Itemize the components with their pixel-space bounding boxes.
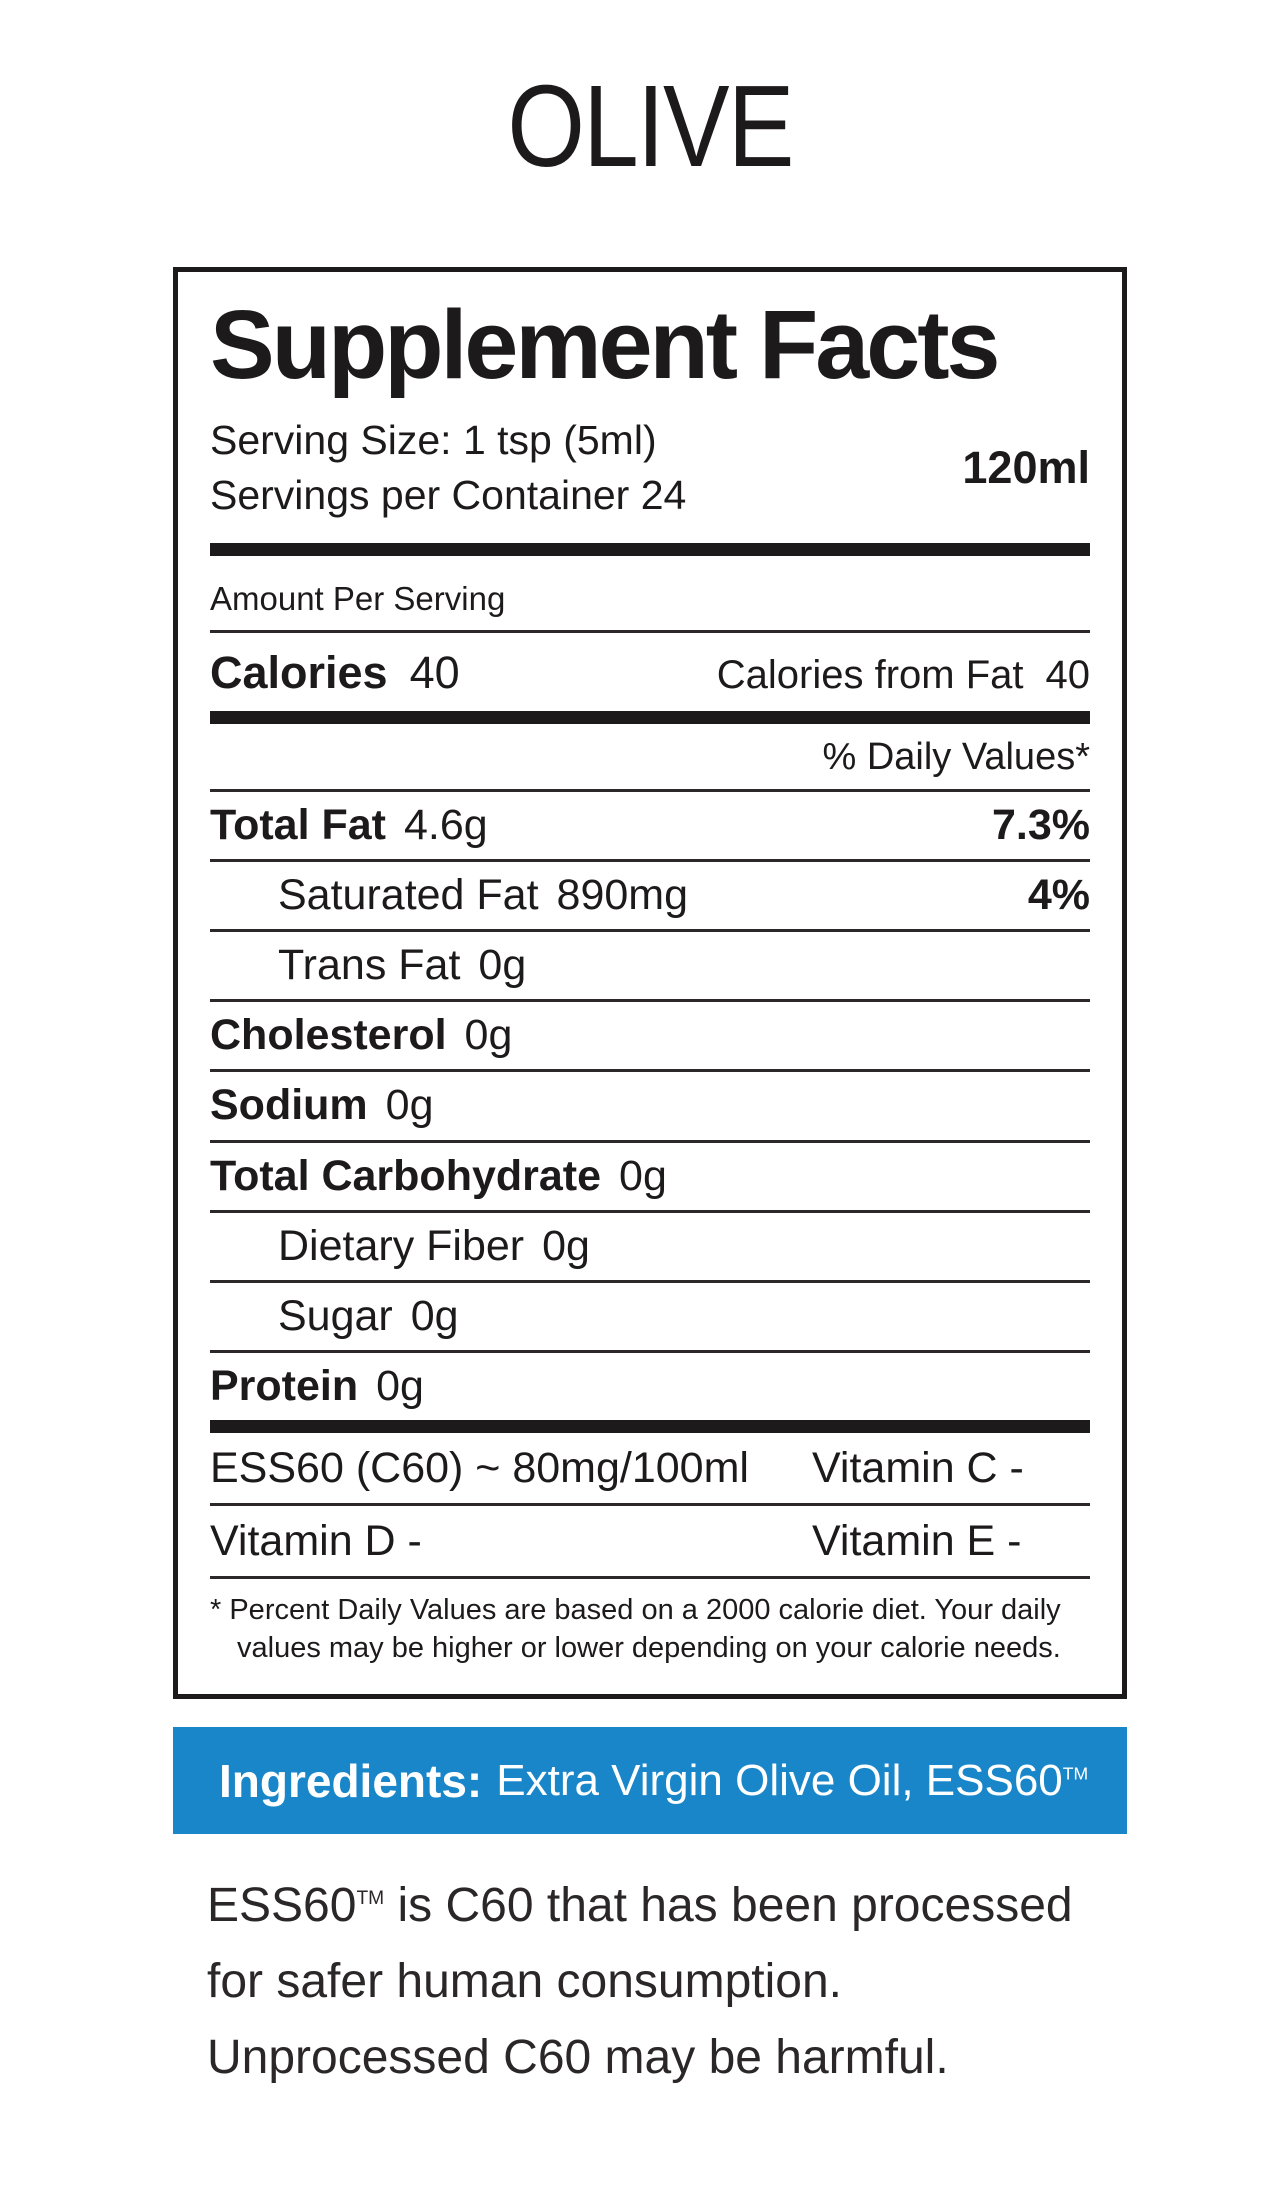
vitamin-c: Vitamin C - bbox=[812, 1444, 1024, 1493]
nutrient-label: Sugar bbox=[278, 1291, 393, 1340]
description-line: ESS60TM is C60 that has been processed bbox=[207, 1868, 1157, 1944]
trademark-superscript: TM bbox=[356, 1888, 385, 1909]
nutrient-row-sugar: Sugar 0g bbox=[210, 1283, 1090, 1353]
ess60-amount: ESS60 (C60) ~ 80mg/100ml bbox=[210, 1444, 749, 1493]
supplement-facts-panel: Supplement Facts Serving Size: 1 tsp (5m… bbox=[173, 267, 1127, 1699]
ingredients-text: Extra Virgin Olive Oil, ESS60TM bbox=[496, 1756, 1088, 1806]
nutrient-row-cholesterol: Cholesterol 0g bbox=[210, 1002, 1090, 1073]
nutrient-label: Trans Fat bbox=[278, 941, 461, 990]
trademark-superscript: TM bbox=[1062, 1762, 1089, 1783]
ingredients-list: Extra Virgin Olive Oil, ESS60 bbox=[496, 1755, 1063, 1805]
nutrient-row-total-carbohydrate: Total Carbohydrate 0g bbox=[210, 1143, 1090, 1213]
nutrient-row-total-fat: Total Fat 4.6g 7.3% bbox=[210, 792, 1090, 862]
nutrient-label: Dietary Fiber bbox=[278, 1221, 525, 1270]
nutrient-label: Saturated Fat bbox=[278, 870, 539, 919]
divider-thick bbox=[210, 542, 1090, 556]
divider-thick bbox=[210, 710, 1090, 724]
container-volume: 120ml bbox=[962, 441, 1090, 493]
calories-value: 40 bbox=[409, 646, 460, 698]
nutrient-value: 0g bbox=[464, 1011, 513, 1060]
serving-block: Serving Size: 1 tsp (5ml) Servings per C… bbox=[210, 413, 1090, 523]
calories-row: Calories 40 Calories from Fat 40 bbox=[210, 633, 1090, 711]
daily-values-footnote: * Percent Daily Values are based on a 20… bbox=[210, 1592, 1090, 1667]
brand-name: ESS60 bbox=[207, 1879, 357, 1932]
vitamin-e: Vitamin E - bbox=[812, 1517, 1022, 1566]
nutrient-value: 0g bbox=[619, 1151, 667, 1200]
description-line-rest: is C60 that has been processed bbox=[384, 1879, 1073, 1932]
divider-thick bbox=[210, 1420, 1090, 1434]
daily-values-header: % Daily Values* bbox=[822, 735, 1090, 778]
calories-label: Calories bbox=[210, 646, 388, 698]
ingredients-banner: Ingredients: Extra Virgin Olive Oil, ESS… bbox=[173, 1727, 1127, 1834]
divider-thin bbox=[210, 788, 1090, 792]
divider-thin bbox=[210, 629, 1090, 633]
description-paragraph: ESS60TM is C60 that has been processed f… bbox=[207, 1868, 1157, 2095]
nutrient-value: 0g bbox=[376, 1361, 424, 1410]
panel-title: Supplement Facts bbox=[210, 290, 1000, 399]
nutrient-daily-value: 4% bbox=[1027, 870, 1090, 919]
nutrient-value: 0g bbox=[478, 941, 527, 990]
nutrient-value: 890mg bbox=[556, 870, 689, 919]
calories: Calories 40 bbox=[210, 647, 460, 699]
nutrient-value: 0g bbox=[385, 1081, 434, 1130]
serving-size: Serving Size: 1 tsp (5ml) bbox=[210, 416, 657, 463]
calories-from-fat-value: 40 bbox=[1045, 652, 1091, 697]
nutrient-value: 0g bbox=[410, 1291, 459, 1340]
nutrient-label: Total Carbohydrate bbox=[210, 1151, 602, 1200]
nutrient-row-trans-fat: Trans Fat 0g bbox=[210, 932, 1090, 1003]
ingredients-label: Ingredients: bbox=[219, 1754, 483, 1807]
extra-row-vitamin-d-e: Vitamin D - Vitamin E - bbox=[210, 1506, 1090, 1580]
product-title: OLIVE bbox=[507, 61, 794, 191]
nutrient-label: Sodium bbox=[210, 1081, 368, 1130]
nutrient-row-sodium: Sodium 0g bbox=[210, 1072, 1090, 1143]
vitamin-d: Vitamin D - bbox=[210, 1517, 422, 1566]
nutrient-label: Total Fat bbox=[210, 800, 386, 849]
footnote-line: * Percent Daily Values are based on a 20… bbox=[210, 1594, 1061, 1627]
footnote-line: values may be higher or lower depending … bbox=[237, 1632, 1061, 1665]
nutrient-label: Protein bbox=[210, 1361, 359, 1410]
nutrient-label: Cholesterol bbox=[210, 1011, 447, 1060]
nutrient-row-dietary-fiber: Dietary Fiber 0g bbox=[210, 1213, 1090, 1283]
amount-per-serving-label: Amount Per Serving bbox=[210, 579, 506, 617]
nutrient-row-saturated-fat: Saturated Fat 890mg 4% bbox=[210, 862, 1090, 933]
extra-row-ess60-vitamin-c: ESS60 (C60) ~ 80mg/100ml Vitamin C - bbox=[210, 1433, 1090, 1507]
serving-info: Serving Size: 1 tsp (5ml) Servings per C… bbox=[210, 413, 686, 523]
description-line: for safer human consumption. bbox=[207, 1954, 842, 2008]
nutrient-daily-value: 7.3% bbox=[991, 800, 1090, 849]
description-line: Unprocessed C60 may be harmful. bbox=[207, 2030, 949, 2084]
nutrient-value: 4.6g bbox=[403, 800, 488, 849]
servings-per-container: Servings per Container 24 bbox=[210, 471, 687, 518]
nutrient-value: 0g bbox=[542, 1221, 590, 1270]
calories-from-fat: Calories from Fat 40 bbox=[717, 653, 1090, 698]
nutrient-row-protein: Protein 0g bbox=[210, 1353, 1090, 1420]
calories-from-fat-label: Calories from Fat bbox=[716, 652, 1024, 697]
